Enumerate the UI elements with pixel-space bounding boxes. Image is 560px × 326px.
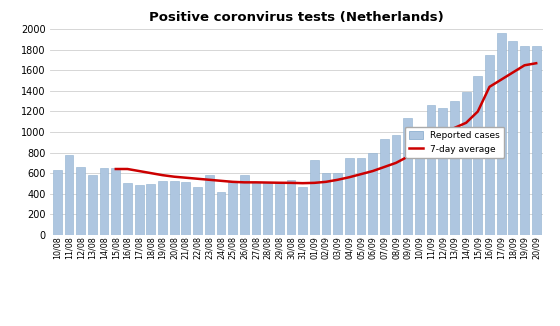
Bar xyxy=(275,182,284,235)
Bar xyxy=(123,183,132,235)
Bar xyxy=(217,192,225,235)
Bar xyxy=(310,160,319,235)
Bar xyxy=(450,101,459,235)
Bar xyxy=(333,173,342,235)
Bar xyxy=(111,169,120,235)
Bar xyxy=(240,175,249,235)
Bar xyxy=(497,34,506,235)
Bar xyxy=(135,185,143,235)
Bar xyxy=(345,158,354,235)
Bar xyxy=(53,170,62,235)
Bar xyxy=(228,182,237,235)
Bar xyxy=(403,118,412,235)
Bar xyxy=(368,153,377,235)
Bar xyxy=(287,180,295,235)
Bar xyxy=(76,167,85,235)
Title: Positive coronvirus tests (Netherlands): Positive coronvirus tests (Netherlands) xyxy=(150,11,444,24)
Bar xyxy=(298,187,307,235)
Bar xyxy=(508,41,517,235)
Bar xyxy=(427,105,436,235)
Bar xyxy=(391,135,400,235)
Bar xyxy=(88,175,97,235)
Legend: Reported cases, 7-day average: Reported cases, 7-day average xyxy=(405,126,505,158)
Bar xyxy=(181,182,190,235)
Bar xyxy=(438,109,447,235)
Bar xyxy=(147,185,155,235)
Bar xyxy=(205,175,213,235)
Bar xyxy=(532,46,540,235)
Bar xyxy=(380,139,389,235)
Bar xyxy=(65,155,73,235)
Bar xyxy=(100,169,109,235)
Bar xyxy=(321,172,330,235)
Bar xyxy=(263,182,272,235)
Bar xyxy=(520,46,529,235)
Bar xyxy=(473,76,482,235)
Bar xyxy=(485,55,494,235)
Bar xyxy=(251,182,260,235)
Bar xyxy=(462,93,470,235)
Bar xyxy=(415,150,424,235)
Bar xyxy=(357,158,366,235)
Bar xyxy=(170,181,179,235)
Bar xyxy=(193,187,202,235)
Bar xyxy=(158,181,167,235)
